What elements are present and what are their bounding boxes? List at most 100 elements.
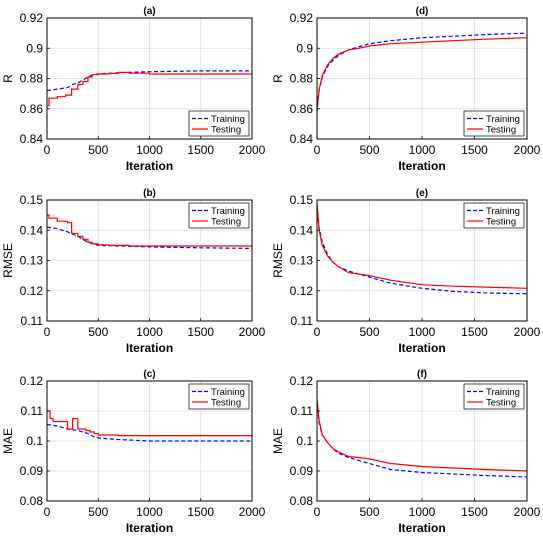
x-tick-label: 0 (314, 505, 321, 519)
y-tick-label: 0.1 (296, 434, 313, 448)
legend-label-testing: Testing (211, 125, 241, 136)
y-tick-label: 0.88 (290, 72, 314, 86)
legend-box (463, 202, 525, 229)
legend-label-testing: Testing (486, 398, 516, 409)
legend-label-training: Training (211, 114, 245, 125)
panel-e: 0 500 1000 1500 2000 0.11 0.12 0.13 0.14 0.15 (e) I… (271, 188, 541, 355)
y-tick-label: 0.11 (21, 314, 44, 328)
legend-label-training: Training (211, 387, 245, 398)
x-tick-label: 1500 (461, 325, 488, 339)
series-line-testing (316, 202, 528, 289)
y-tick-label: 0.15 (290, 193, 314, 207)
y-axis-label: RMSE (271, 243, 285, 278)
x-tick-label: 500 (88, 505, 108, 519)
x-tick-label: 2000 (514, 325, 541, 339)
series-line-testing (316, 37, 528, 111)
legend-label-training: Training (211, 206, 245, 217)
y-axis-label: R (1, 74, 15, 83)
panel-title: (a) (143, 6, 155, 17)
x-tick-label: 2000 (239, 505, 266, 519)
y-tick-label: 0.88 (20, 72, 44, 86)
x-tick-label: 1500 (187, 325, 214, 339)
x-tick-label: 1000 (136, 505, 163, 519)
legend-label-training: Training (486, 387, 520, 398)
y-axis-label: MAE (271, 428, 285, 454)
x-axis-label: Iteration (398, 521, 445, 535)
x-tick-label: 0 (44, 143, 51, 157)
panel-f: 0 500 1000 1500 2000 0.08 0.09 0.1 0.11 0.12 (f) It… (271, 369, 541, 535)
x-tick-label: 500 (359, 143, 379, 157)
y-tick-label: 0.09 (20, 464, 44, 478)
y-tick-label: 0.13 (290, 254, 314, 268)
x-tick-label: 0 (44, 325, 51, 339)
y-tick-label: 0.11 (291, 314, 314, 328)
y-tick-label: 0.1 (26, 434, 43, 448)
legend-label-testing: Testing (486, 217, 516, 228)
series-line-training (46, 70, 252, 92)
panel-title: (b) (143, 188, 156, 199)
legend-label-testing: Testing (211, 398, 241, 409)
x-tick-label: 2000 (514, 143, 541, 157)
x-tick-label: 500 (359, 325, 379, 339)
y-tick-label: 0.11 (21, 404, 44, 418)
y-tick-label: 0.08 (290, 494, 314, 508)
y-tick-label: 0.09 (290, 464, 314, 478)
x-tick-label: 0 (314, 143, 321, 157)
panel-a: 0 500 1000 1500 2000 0.84 0.86 0.88 0.9 0.92 (a) It… (1, 6, 266, 173)
y-tick-label: 0.84 (20, 132, 44, 146)
x-tick-label: 1500 (461, 505, 488, 519)
series-line-testing (47, 214, 252, 247)
y-tick-label: 0.12 (20, 374, 44, 388)
legend-label-testing: Testing (486, 125, 516, 136)
series-line-testing (47, 410, 252, 437)
legend-box (188, 110, 250, 137)
legend-box (188, 383, 250, 410)
y-tick-label: 0.12 (20, 284, 44, 298)
y-tick-label: 0.11 (291, 404, 314, 418)
y-axis-label: R (271, 74, 285, 83)
panel-d: 0 500 1000 1500 2000 0.84 0.86 0.88 0.9 0.92 (d) It… (271, 6, 541, 173)
y-tick-label: 0.86 (290, 102, 314, 116)
x-axis-label: Iteration (126, 159, 173, 173)
series-line-training (316, 206, 528, 295)
y-axis-label: RMSE (1, 243, 15, 278)
x-axis-label: Iteration (126, 521, 173, 535)
x-tick-label: 2000 (239, 325, 266, 339)
panel-title: (f) (417, 369, 427, 380)
legend-box (188, 202, 250, 229)
y-tick-label: 0.84 (290, 132, 314, 146)
series-line-training (46, 423, 252, 442)
x-axis-label: Iteration (398, 159, 445, 173)
y-tick-label: 0.15 (20, 193, 44, 207)
panel-title: (e) (416, 188, 428, 199)
legend-box (463, 383, 525, 410)
y-tick-label: 0.92 (20, 11, 44, 25)
x-tick-label: 1000 (136, 143, 163, 157)
panel-c: 0 500 1000 1500 2000 0.08 0.09 0.1 0.11 0.12 (c) It… (1, 369, 266, 535)
panel-title: (d) (416, 6, 429, 17)
y-tick-label: 0.08 (20, 494, 44, 508)
x-tick-label: 1500 (187, 505, 214, 519)
y-tick-label: 0.14 (20, 223, 44, 237)
x-tick-label: 2000 (514, 505, 541, 519)
legend-label-training: Training (486, 114, 520, 125)
panel-title: (c) (143, 369, 155, 380)
y-tick-label: 0.9 (26, 41, 43, 55)
x-tick-label: 0 (314, 325, 321, 339)
x-tick-label: 1500 (461, 143, 488, 157)
y-tick-label: 0.12 (290, 374, 314, 388)
panel-b: 0 500 1000 1500 2000 0.11 0.12 0.13 0.14 0.15 (b) I… (1, 188, 266, 355)
x-tick-label: 0 (44, 505, 51, 519)
y-axis-label: MAE (1, 428, 15, 454)
x-tick-label: 1500 (187, 143, 214, 157)
y-tick-label: 0.12 (290, 284, 314, 298)
x-tick-label: 500 (88, 325, 108, 339)
x-tick-label: 1000 (409, 505, 436, 519)
y-tick-label: 0.13 (20, 254, 44, 268)
x-tick-label: 1000 (136, 325, 163, 339)
